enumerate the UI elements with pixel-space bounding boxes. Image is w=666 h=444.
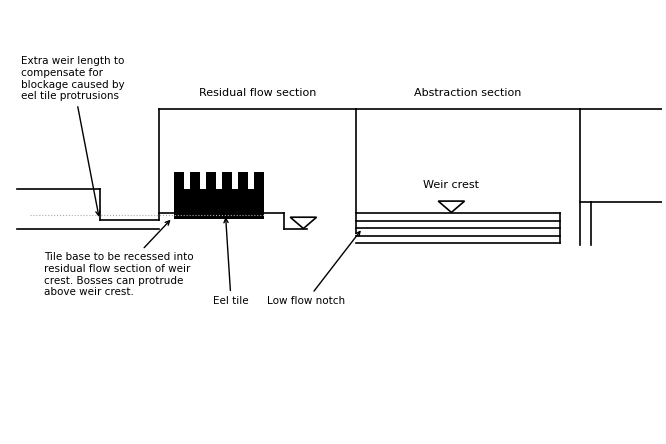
Bar (174, 172, 184, 189)
Bar (238, 172, 248, 189)
Text: Residual flow section: Residual flow section (198, 88, 316, 98)
Text: Eel tile: Eel tile (213, 218, 249, 306)
Text: Abstraction section: Abstraction section (414, 88, 521, 98)
Text: Extra weir length to
compensate for
blockage caused by
eel tile protrusions: Extra weir length to compensate for bloc… (21, 56, 125, 216)
Text: Tile base to be recessed into
residual flow section of weir
crest. Bosses can pr: Tile base to be recessed into residual f… (44, 221, 193, 297)
Text: Weir crest: Weir crest (424, 180, 480, 190)
Bar (254, 172, 264, 189)
Text: Low flow notch: Low flow notch (267, 231, 360, 306)
Bar (190, 172, 200, 189)
Bar (222, 172, 232, 189)
Bar (206, 172, 216, 189)
Bar (174, 189, 264, 218)
